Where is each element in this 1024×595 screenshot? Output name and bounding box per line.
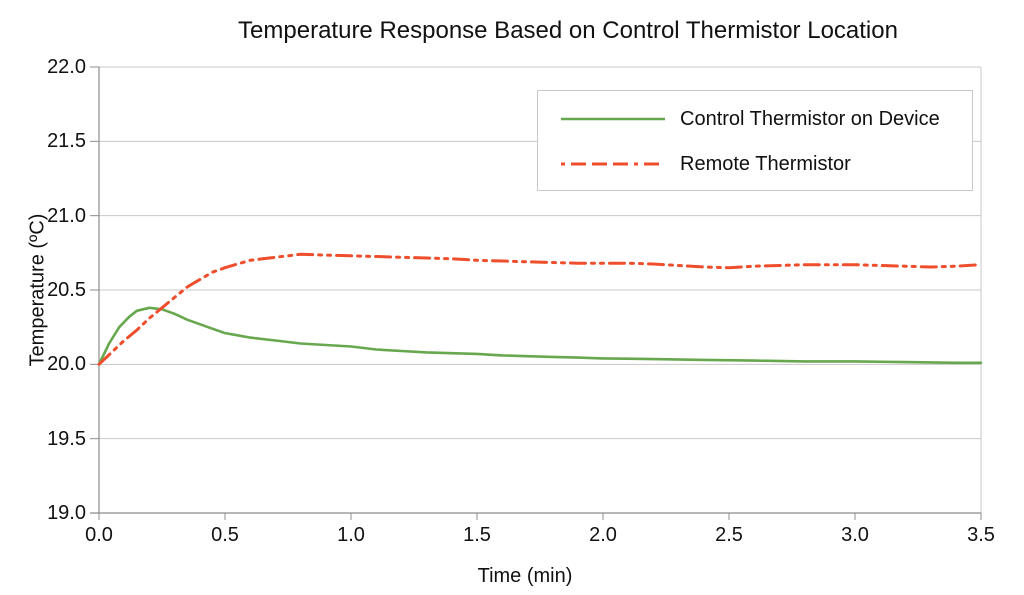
series-line-remote <box>97 252 983 366</box>
x-tick-label: 2.0 <box>589 524 617 546</box>
legend-item-control-thermistor: Control Thermistor on Device <box>538 106 972 132</box>
legend-sample-dashed-line <box>561 162 665 166</box>
x-tick-label: 0.5 <box>211 524 239 546</box>
legend-item-remote-thermistor: Remote Thermistor <box>538 151 972 177</box>
chart-title: Temperature Response Based on Control Th… <box>238 17 898 44</box>
series-line-control <box>97 306 983 366</box>
legend: Control Thermistor on Device Remote Ther… <box>537 90 973 191</box>
x-tick-label: 3.0 <box>841 524 869 546</box>
y-tick-label: 21.5 <box>47 130 86 152</box>
legend-label-remote-thermistor: Remote Thermistor <box>680 152 851 175</box>
x-axis-label: Time (min) <box>477 565 573 587</box>
x-tick-label: 1.5 <box>463 524 491 546</box>
y-tick-label: 20.5 <box>47 279 86 301</box>
y-tick-label: 19.0 <box>47 502 86 524</box>
y-tick-label: 20.0 <box>47 353 86 375</box>
legend-sample-solid-line <box>561 117 665 121</box>
y-tick-label: 22.0 <box>47 56 86 78</box>
legend-label-control-thermistor: Control Thermistor on Device <box>680 107 940 130</box>
y-tick-label: 21.0 <box>47 205 86 227</box>
y-tick-label: 19.5 <box>47 428 86 450</box>
x-tick-label: 1.0 <box>337 524 365 546</box>
x-tick-label: 3.5 <box>967 524 995 546</box>
x-tick-label: 2.5 <box>715 524 743 546</box>
x-tick-label: 0.0 <box>85 524 113 546</box>
